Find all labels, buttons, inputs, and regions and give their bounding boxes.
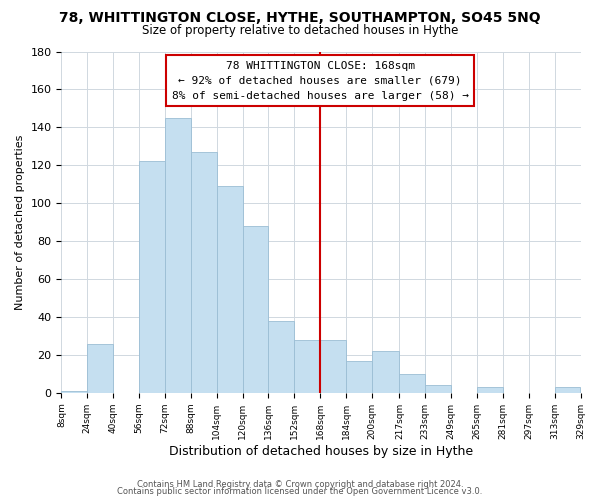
Bar	[372, 351, 400, 393]
Text: Size of property relative to detached houses in Hythe: Size of property relative to detached ho…	[142, 24, 458, 37]
Bar	[191, 152, 217, 393]
Bar	[400, 374, 425, 393]
Bar	[477, 387, 503, 393]
Bar	[61, 391, 87, 393]
Bar	[346, 360, 372, 393]
Bar	[320, 340, 346, 393]
Text: Contains HM Land Registry data © Crown copyright and database right 2024.: Contains HM Land Registry data © Crown c…	[137, 480, 463, 489]
Bar	[87, 344, 113, 393]
Y-axis label: Number of detached properties: Number of detached properties	[15, 134, 25, 310]
Bar	[294, 340, 320, 393]
Text: 78, WHITTINGTON CLOSE, HYTHE, SOUTHAMPTON, SO45 5NQ: 78, WHITTINGTON CLOSE, HYTHE, SOUTHAMPTO…	[59, 11, 541, 25]
Bar	[165, 118, 191, 393]
Text: 78 WHITTINGTON CLOSE: 168sqm
← 92% of detached houses are smaller (679)
8% of se: 78 WHITTINGTON CLOSE: 168sqm ← 92% of de…	[172, 61, 469, 100]
Bar	[268, 321, 294, 393]
Bar	[554, 387, 580, 393]
Bar	[242, 226, 268, 393]
Bar	[217, 186, 242, 393]
X-axis label: Distribution of detached houses by size in Hythe: Distribution of detached houses by size …	[169, 444, 473, 458]
Text: Contains public sector information licensed under the Open Government Licence v3: Contains public sector information licen…	[118, 487, 482, 496]
Bar	[425, 386, 451, 393]
Bar	[139, 162, 165, 393]
